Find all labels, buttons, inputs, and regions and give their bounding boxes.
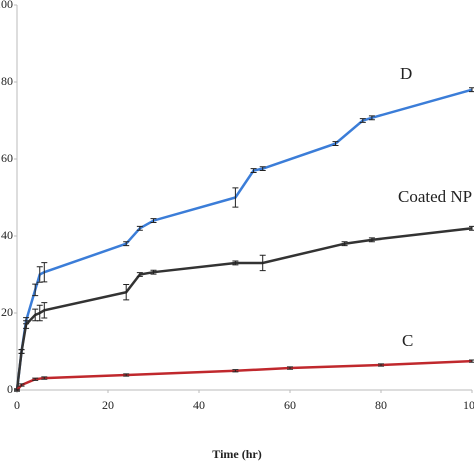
error-bar xyxy=(123,241,130,247)
error-bar xyxy=(250,168,257,173)
error-bar xyxy=(136,225,143,231)
error-bar xyxy=(41,302,48,319)
error-bar xyxy=(232,369,239,373)
error-bar xyxy=(14,388,20,392)
series-line xyxy=(15,227,473,391)
error-bar xyxy=(136,272,143,277)
error-bar xyxy=(378,363,384,367)
y-tick-label: 20 xyxy=(1,305,13,319)
error-bar xyxy=(36,304,43,322)
error-bar xyxy=(341,241,348,247)
error-bar xyxy=(123,373,130,377)
series-label: Coated NP xyxy=(398,187,472,206)
error-bar xyxy=(150,218,157,224)
error-bar xyxy=(32,283,39,297)
error-bar xyxy=(232,260,239,266)
error-bar xyxy=(23,320,30,329)
error-bar xyxy=(41,262,48,283)
error-bar xyxy=(32,377,39,381)
error-bar xyxy=(123,284,130,301)
x-tick-label: 40 xyxy=(193,398,205,412)
error-bar xyxy=(259,254,266,272)
y-tick-label: 40 xyxy=(1,228,13,242)
x-tick-label: 100 xyxy=(463,398,474,412)
x-tick-label: 20 xyxy=(102,398,114,412)
y-tick-label: 60 xyxy=(1,151,13,165)
error-bar xyxy=(18,383,25,387)
error-bar xyxy=(259,166,266,172)
series-label: C xyxy=(402,331,413,350)
error-bar xyxy=(232,187,239,208)
error-bar xyxy=(368,115,375,121)
x-tick-label: 80 xyxy=(375,398,387,412)
error-bar xyxy=(332,141,339,147)
x-tick-label: 0 xyxy=(14,398,20,412)
error-bar xyxy=(359,118,366,123)
series-line xyxy=(15,88,473,391)
x-tick-label: 60 xyxy=(284,398,296,412)
error-bar xyxy=(41,376,48,380)
error-bar xyxy=(469,225,474,231)
error-bar xyxy=(469,359,474,363)
error-bar xyxy=(469,87,474,93)
y-tick-label: 80 xyxy=(1,74,13,88)
x-axis-label: Time (hr) xyxy=(212,447,261,461)
series-label: D xyxy=(400,64,412,83)
error-bar xyxy=(150,269,157,275)
error-bar xyxy=(287,366,293,370)
series-line xyxy=(16,359,473,391)
y-tick-label: 100 xyxy=(0,0,13,11)
y-tick-label: 0 xyxy=(7,382,13,396)
error-bar xyxy=(18,349,25,354)
error-bar xyxy=(368,237,375,243)
